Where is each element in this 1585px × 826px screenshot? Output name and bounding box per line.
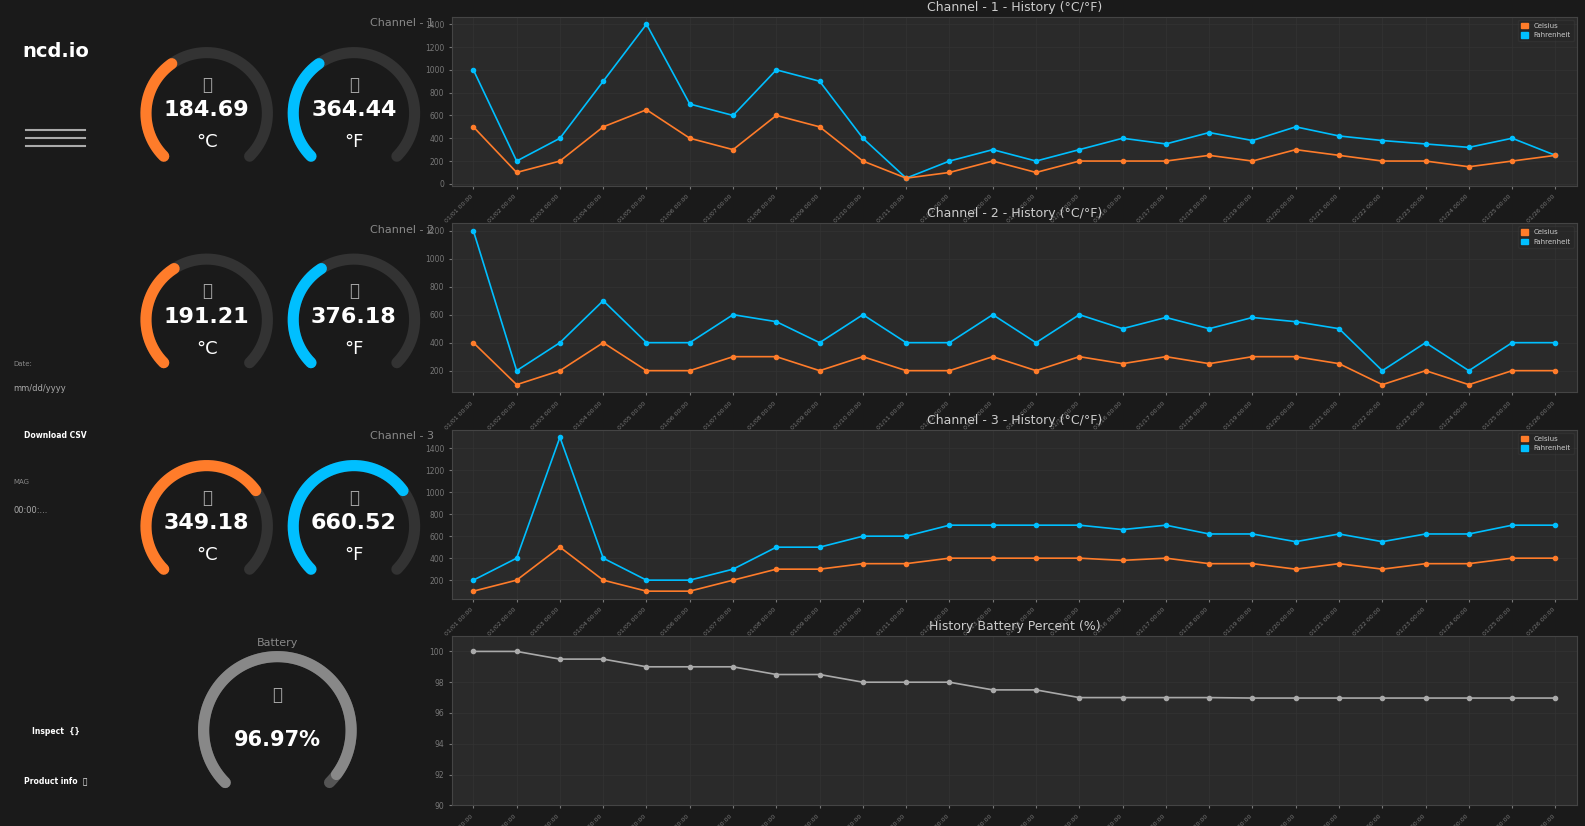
Text: 660.52: 660.52 [311,513,396,533]
Text: 00:00:...: 00:00:... [14,506,48,515]
Text: 96.97%: 96.97% [235,730,320,750]
Text: Channel - 2: Channel - 2 [369,225,434,235]
Legend: Celsius, Fahrenheit: Celsius, Fahrenheit [1518,20,1574,41]
Text: 184.69: 184.69 [163,100,249,120]
Text: °F: °F [344,339,363,358]
Text: °F: °F [344,133,363,151]
Text: 🌡: 🌡 [349,282,358,300]
Text: 376.18: 376.18 [311,306,396,326]
Text: 191.21: 191.21 [163,306,249,326]
Text: °C: °C [197,339,217,358]
Text: 🌡: 🌡 [349,75,358,93]
Text: Channel - 1: Channel - 1 [369,18,434,28]
Text: Product info  ⧉: Product info ⧉ [24,776,87,785]
Text: ncd.io: ncd.io [22,42,89,61]
Text: Channel - 3: Channel - 3 [369,431,434,441]
Legend: Celsius, Fahrenheit: Celsius, Fahrenheit [1518,433,1574,454]
Text: Date:: Date: [14,362,33,368]
Text: °C: °C [197,133,217,151]
Text: MAG: MAG [14,479,30,485]
Text: mm/dd/yyyy: mm/dd/yyyy [14,384,67,393]
Title: Channel - 2 - History (°C/°F): Channel - 2 - History (°C/°F) [927,207,1102,221]
Text: °F: °F [344,546,363,564]
Title: Channel - 1 - History (°C/°F): Channel - 1 - History (°C/°F) [927,1,1102,14]
Text: 🌡: 🌡 [201,75,212,93]
Text: 🌡: 🌡 [201,282,212,300]
Text: 🌡: 🌡 [349,488,358,506]
Title: History Battery Percent (%): History Battery Percent (%) [929,620,1100,634]
Text: 🔋: 🔋 [273,686,282,705]
Text: Battery: Battery [257,638,298,648]
Text: 364.44: 364.44 [311,100,396,120]
Text: Inspect  {}: Inspect {} [32,727,79,735]
Text: °C: °C [197,546,217,564]
Text: 349.18: 349.18 [163,513,249,533]
Text: Download CSV: Download CSV [24,431,87,440]
Text: 🌡: 🌡 [201,488,212,506]
Title: Channel - 3 - History (°C/°F): Channel - 3 - History (°C/°F) [927,414,1102,427]
Legend: Celsius, Fahrenheit: Celsius, Fahrenheit [1518,226,1574,248]
